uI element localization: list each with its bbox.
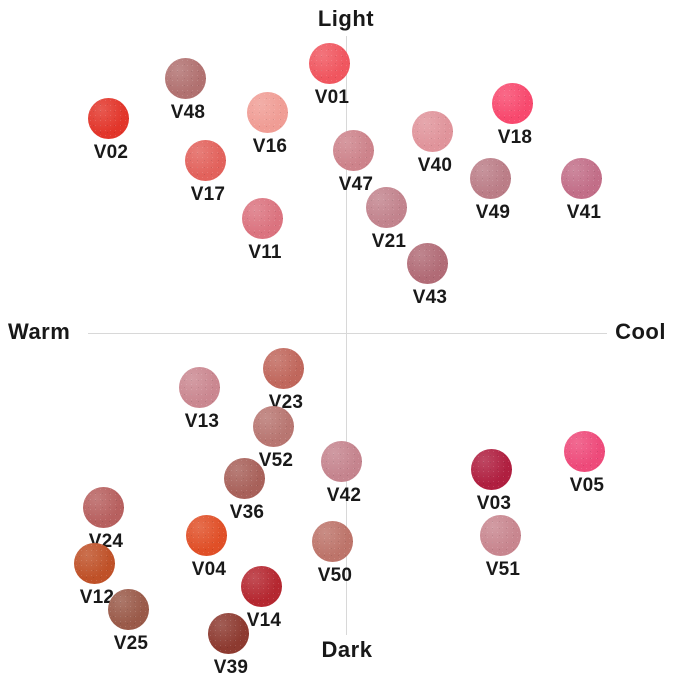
swatch-label-V02: V02 [93,141,129,163]
swatch-label-V18: V18 [497,126,533,148]
swatch-label-V17: V17 [190,183,226,205]
swatch-V04 [185,514,227,556]
swatch-label-V41: V41 [566,201,602,223]
swatch-label-V49: V49 [475,201,511,223]
swatch-V39 [207,612,249,654]
swatch-V13 [178,366,220,408]
swatch-label-V47: V47 [338,173,374,195]
swatch-V17 [184,139,226,181]
swatch-V51 [479,514,521,556]
swatch-label-V12: V12 [79,586,115,608]
swatch-V24 [82,486,124,528]
swatch-V03 [470,448,512,490]
swatch-label-V13: V13 [184,410,220,432]
swatch-V14 [240,565,282,607]
swatch-V43 [406,242,448,284]
swatch-label-V48: V48 [170,101,206,123]
swatch-label-V01: V01 [314,86,350,108]
swatch-V47 [332,129,374,171]
axis-label-cool: Cool [615,318,666,344]
swatch-V02 [87,97,129,139]
swatch-label-V51: V51 [485,558,521,580]
swatch-label-V39: V39 [213,656,249,678]
swatch-label-V43: V43 [412,286,448,308]
swatch-label-V11: V11 [248,241,282,263]
swatch-label-V42: V42 [326,484,362,506]
swatch-label-V25: V25 [113,632,149,654]
swatch-label-V21: V21 [371,230,407,252]
swatch-label-V04: V04 [191,558,227,580]
swatch-V50 [311,520,353,562]
swatch-V11 [241,197,283,239]
swatch-V42 [320,440,362,482]
swatch-V01 [308,42,350,84]
axis-label-dark: Dark [321,637,373,662]
swatch-V12 [73,542,115,584]
swatch-label-V40: V40 [417,154,453,176]
swatch-label-V52: V52 [258,449,294,471]
swatch-V41 [560,157,602,199]
axis-label-warm: Warm [8,318,71,344]
swatch-V40 [411,110,453,152]
swatch-V48 [164,57,206,99]
swatch-V49 [469,157,511,199]
swatch-label-V05: V05 [569,474,605,496]
swatch-V21 [365,186,407,228]
swatch-V52 [252,405,294,447]
swatch-V18 [491,82,533,124]
swatch-V23 [262,347,304,389]
axis-label-light: Light [317,6,375,31]
swatch-label-V03: V03 [476,492,512,514]
swatch-V25 [107,588,149,630]
swatch-V36 [223,457,265,499]
swatch-label-V16: V16 [252,135,288,157]
light-dark-axis-line [346,36,347,635]
warm-cool-axis-line [88,333,607,334]
swatch-V05 [563,430,605,472]
swatch-V16 [246,91,288,133]
swatch-label-V36: V36 [229,501,265,523]
swatch-label-V14: V14 [246,609,282,631]
swatch-label-V50: V50 [317,564,353,586]
